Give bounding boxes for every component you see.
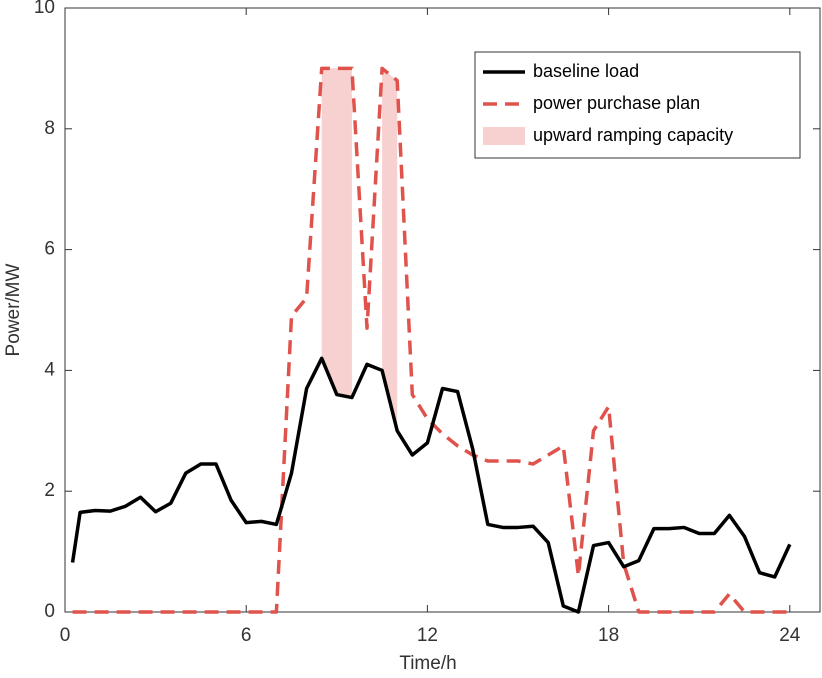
- y-tick-label: 8: [44, 118, 55, 139]
- legend-box: [474, 51, 801, 159]
- y-tick-label: 10: [34, 0, 55, 18]
- legend-label: power purchase plan: [533, 93, 700, 113]
- x-tick-label: 24: [779, 625, 801, 646]
- y-tick-label: 0: [44, 601, 55, 622]
- x-tick-label: 0: [60, 625, 71, 646]
- y-tick-label: 6: [44, 239, 55, 260]
- x-tick-label: 18: [598, 625, 619, 646]
- ramping-area: [382, 68, 398, 431]
- x-tick-label: 6: [241, 625, 252, 646]
- legend-label: baseline load: [533, 61, 639, 81]
- ramping-area: [321, 68, 352, 398]
- series-line: [72, 66, 790, 614]
- x-tick-label: 12: [417, 625, 438, 646]
- plot-frame: [64, 7, 821, 613]
- legend-swatch: [483, 127, 525, 145]
- series-line: [70, 356, 792, 614]
- legend-label: upward ramping capacity: [533, 125, 733, 145]
- legend: baseline load power purchase plan upward r…: [474, 51, 801, 159]
- y-axis-label: Power/MW: [3, 263, 24, 356]
- y-tick-label: 2: [44, 480, 55, 501]
- y-tick-label: 4: [44, 359, 55, 380]
- x-axis-label: Time/h: [399, 653, 456, 674]
